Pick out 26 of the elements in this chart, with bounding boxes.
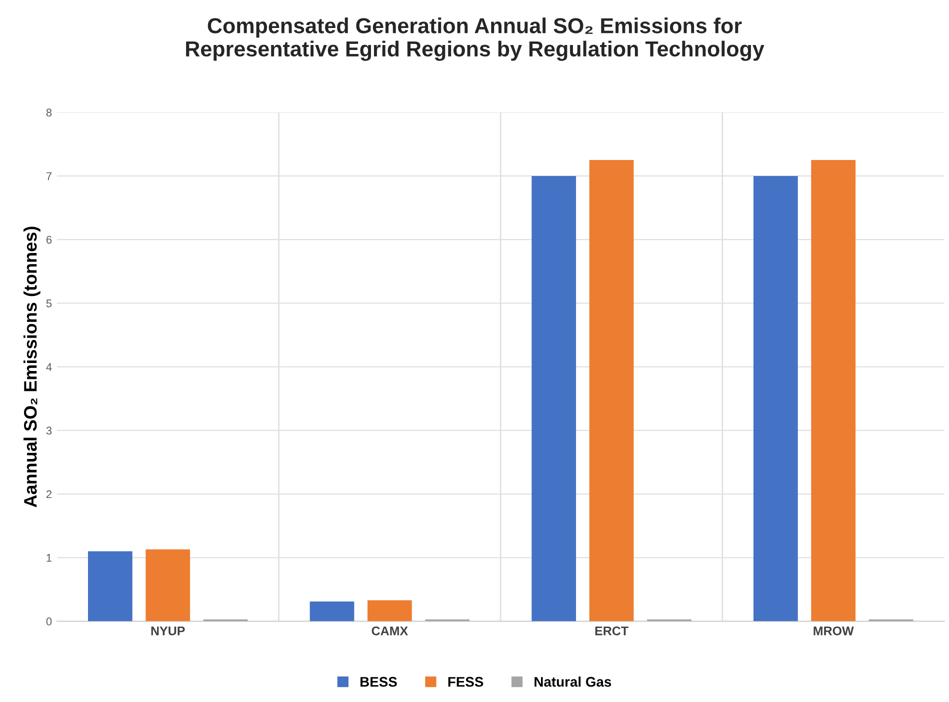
legend-label: BESS xyxy=(360,676,397,687)
y-tick-label: 8 xyxy=(46,108,52,116)
bar xyxy=(589,160,634,622)
y-tick-label: 1 xyxy=(46,554,52,562)
bar xyxy=(753,176,798,622)
y-tick-label: 0 xyxy=(46,618,52,626)
x-tick-label: MROW xyxy=(814,626,854,636)
y-tick-label: 2 xyxy=(46,490,52,498)
bar xyxy=(532,176,576,622)
bar xyxy=(368,600,412,622)
legend-label: Natural Gas xyxy=(534,676,612,687)
y-axis-title: Aannual SO₂ Emissions (tonnes) xyxy=(24,226,40,508)
x-tick-label: ERCT xyxy=(595,626,628,636)
bar xyxy=(811,160,856,622)
legend-label: FESS xyxy=(448,676,484,687)
y-tick-label: 3 xyxy=(46,426,52,435)
y-tick-label: 7 xyxy=(46,172,52,180)
chart-title: Compensated Generation Annual SO₂ Emissions for Representative Egrid Regions by Regulation Technology xyxy=(186,18,764,61)
x-tick-label: CAMX xyxy=(372,626,408,636)
bar xyxy=(88,551,132,622)
bar xyxy=(146,549,190,622)
y-tick-label: 5 xyxy=(46,300,52,308)
y-tick-label: 6 xyxy=(46,236,52,244)
bar xyxy=(310,602,354,622)
y-tick-label: 4 xyxy=(46,363,52,371)
x-tick-label: NYUP xyxy=(151,626,185,636)
